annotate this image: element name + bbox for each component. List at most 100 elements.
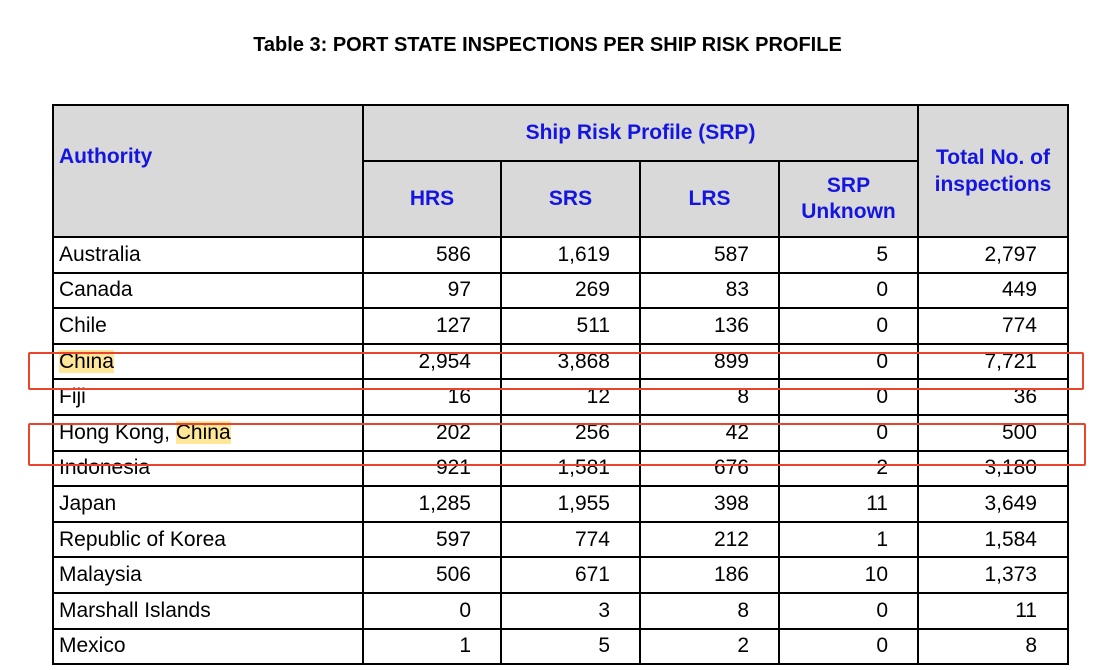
- table-row: Marshall Islands 0 3 8 0 11: [52, 591, 1069, 630]
- authority-cell: Chile: [52, 307, 364, 345]
- srp-unknown-cell: 0: [778, 413, 919, 452]
- srs-cell: 511: [500, 307, 641, 345]
- lrs-cell: 587: [639, 236, 780, 274]
- lrs-cell: 676: [639, 449, 780, 488]
- highlighted-search-term: China: [59, 349, 114, 373]
- lrs-cell: 398: [639, 485, 780, 523]
- hrs-cell: 597: [362, 520, 502, 559]
- hrs-cell: 127: [362, 307, 502, 345]
- lrs-cell: 136: [639, 307, 780, 345]
- total-cell: 2,797: [917, 236, 1069, 274]
- header-hrs: HRS: [362, 160, 502, 238]
- total-cell: 8: [917, 627, 1069, 666]
- srp-unknown-cell: 0: [778, 342, 919, 381]
- authority-cell: China: [52, 342, 364, 381]
- inspections-table: Authority Ship Risk Profile (SRP) Total …: [52, 104, 1069, 666]
- authority-name: Canada: [59, 278, 133, 302]
- authority-name: Chile: [59, 313, 107, 337]
- total-cell: 36: [917, 378, 1069, 416]
- table-row: Fiji 16 12 8 0 36: [52, 378, 1069, 416]
- srp-unknown-cell: 0: [778, 307, 919, 345]
- table-row: Canada 97 269 83 0 449: [52, 271, 1069, 310]
- authority-name: Hong Kong,: [59, 420, 176, 444]
- srs-cell: 1,581: [500, 449, 641, 488]
- authority-cell: Mexico: [52, 627, 364, 666]
- table-row: Australia 586 1,619 587 5 2,797: [52, 236, 1069, 274]
- hrs-cell: 2,954: [362, 342, 502, 381]
- srp-unknown-cell: 1: [778, 520, 919, 559]
- authority-cell: Australia: [52, 236, 364, 274]
- lrs-cell: 42: [639, 413, 780, 452]
- srp-unknown-cell: 0: [778, 591, 919, 630]
- total-cell: 11: [917, 591, 1069, 630]
- table-row: Japan 1,285 1,955 398 11 3,649: [52, 485, 1069, 523]
- authority-name: Republic of Korea: [59, 527, 226, 551]
- hrs-cell: 506: [362, 556, 502, 594]
- table-row: Hong Kong, China 202 256 42 0 500: [52, 413, 1069, 452]
- total-cell: 1,584: [917, 520, 1069, 559]
- total-cell: 3,649: [917, 485, 1069, 523]
- srs-cell: 774: [500, 520, 641, 559]
- header-lrs: LRS: [639, 160, 780, 238]
- hrs-cell: 921: [362, 449, 502, 488]
- highlighted-search-term: China: [175, 420, 231, 444]
- table-row: Malaysia 506 671 186 10 1,373: [52, 556, 1069, 594]
- authority-cell: Indonesia: [52, 449, 364, 488]
- authority-name: Fiji: [59, 385, 86, 409]
- authority-cell: Hong Kong, China: [52, 413, 364, 452]
- lrs-cell: 212: [639, 520, 780, 559]
- hrs-cell: 97: [362, 271, 502, 310]
- table-row: Republic of Korea 597 774 212 1 1,584: [52, 520, 1069, 559]
- total-cell: 7,721: [917, 342, 1069, 381]
- total-cell: 1,373: [917, 556, 1069, 594]
- authority-cell: Malaysia: [52, 556, 364, 594]
- authority-cell: Japan: [52, 485, 364, 523]
- table-row: Mexico 1 5 2 0 8: [52, 627, 1069, 666]
- authority-name: Marshall Islands: [59, 598, 211, 622]
- authority-cell: Canada: [52, 271, 364, 310]
- srs-cell: 269: [500, 271, 641, 310]
- lrs-cell: 899: [639, 342, 780, 381]
- authority-cell: Marshall Islands: [52, 591, 364, 630]
- authority-name: Japan: [59, 491, 117, 515]
- hrs-cell: 0: [362, 591, 502, 630]
- header-ship-risk-profile: Ship Risk Profile (SRP): [362, 104, 919, 162]
- authority-cell: Fiji: [52, 378, 364, 416]
- total-cell: 774: [917, 307, 1069, 345]
- header-srs: SRS: [500, 160, 641, 238]
- authority-name: Malaysia: [59, 563, 142, 587]
- hrs-cell: 1: [362, 627, 502, 666]
- total-cell: 3,180: [917, 449, 1069, 488]
- srs-cell: 671: [500, 556, 641, 594]
- srs-cell: 3: [500, 591, 641, 630]
- header-authority: Authority: [52, 104, 364, 238]
- table-title: Table 3: PORT STATE INSPECTIONS PER SHIP…: [253, 34, 842, 56]
- srp-unknown-cell: 2: [778, 449, 919, 488]
- srp-unknown-cell: 0: [778, 627, 919, 666]
- authority-name: Indonesia: [59, 456, 151, 480]
- srp-unknown-cell: 0: [778, 378, 919, 416]
- srs-cell: 12: [500, 378, 641, 416]
- table-row: China 2,954 3,868 899 0 7,721: [52, 342, 1069, 381]
- srp-unknown-cell: 0: [778, 271, 919, 310]
- lrs-cell: 8: [639, 591, 780, 630]
- lrs-cell: 186: [639, 556, 780, 594]
- table-body: Australia 586 1,619 587 5 2,797 Canada 97 269 83 0…: [52, 236, 1069, 666]
- lrs-cell: 8: [639, 378, 780, 416]
- total-cell: 449: [917, 271, 1069, 310]
- authority-cell: Republic of Korea: [52, 520, 364, 559]
- srp-unknown-cell: 5: [778, 236, 919, 274]
- authority-name: Australia: [59, 242, 141, 266]
- srs-cell: 1,619: [500, 236, 641, 274]
- hrs-cell: 1,285: [362, 485, 502, 523]
- table-row: Chile 127 511 136 0 774: [52, 307, 1069, 345]
- header-srp-unknown: SRP Unknown: [778, 160, 919, 238]
- srs-cell: 5: [500, 627, 641, 666]
- table-row: Indonesia 921 1,581 676 2 3,180: [52, 449, 1069, 488]
- header-total-inspections: Total No. of inspections: [917, 104, 1069, 238]
- srp-unknown-cell: 11: [778, 485, 919, 523]
- srs-cell: 256: [500, 413, 641, 452]
- lrs-cell: 2: [639, 627, 780, 666]
- srs-cell: 3,868: [500, 342, 641, 381]
- authority-name: Mexico: [59, 634, 126, 658]
